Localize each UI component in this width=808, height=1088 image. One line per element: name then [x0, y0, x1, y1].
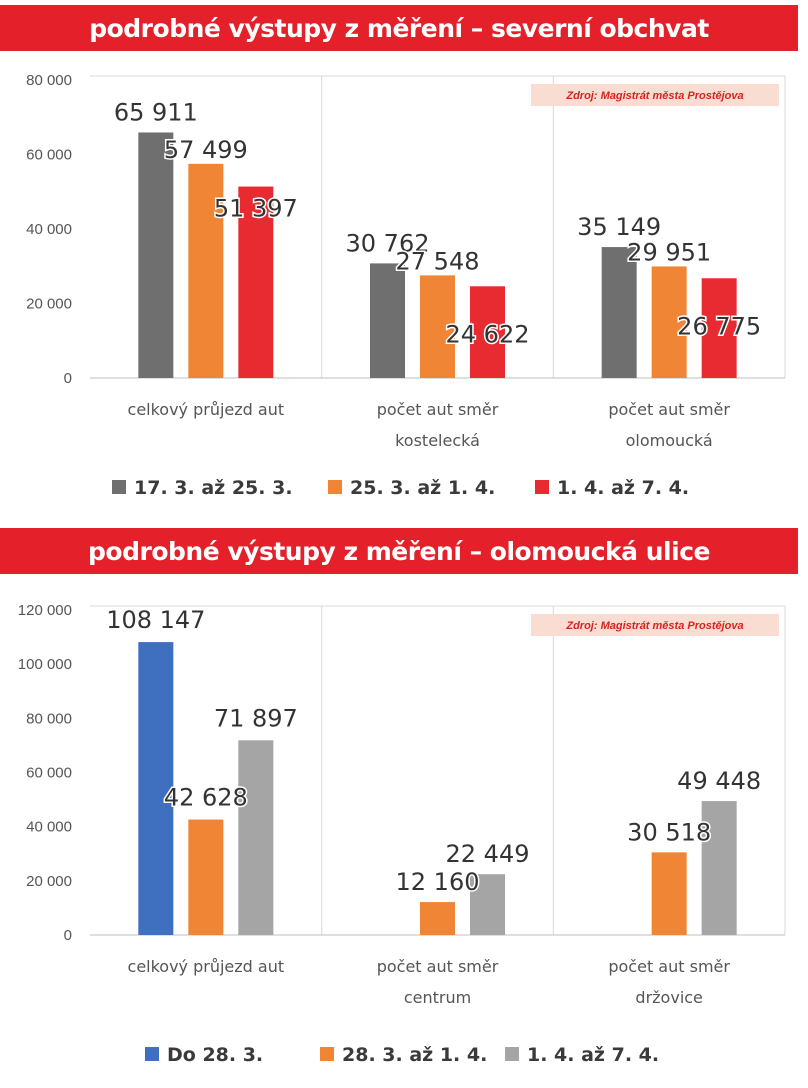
bar	[601, 247, 637, 378]
bar	[188, 819, 224, 935]
data-label: 24 622	[446, 320, 530, 348]
source-label: Zdroj: Magistrát města Prostějova	[565, 90, 743, 102]
category-label: celkový průjezd aut	[128, 400, 285, 419]
data-label: 42 628	[164, 784, 248, 812]
data-label: 30 762	[346, 229, 430, 257]
chart-1-severni-obchvat: 0 20 000 40 000 60 000 80 000 Zdroj: Magistrá…	[26, 72, 786, 499]
data-label: 49 448	[677, 767, 761, 795]
legend-label: 17. 3. až 25. 3.	[134, 477, 293, 499]
bar	[238, 740, 274, 935]
data-label: 57 499	[164, 136, 248, 164]
bar	[651, 852, 687, 935]
source-badge	[531, 84, 779, 106]
legend-swatch	[535, 480, 549, 494]
category-label: počet aut směr	[377, 400, 499, 419]
data-label: 29 951	[627, 238, 711, 266]
legend-label: 28. 3. až 1. 4.	[342, 1044, 487, 1066]
legend-label: Do 28. 3.	[167, 1044, 263, 1066]
category-label: počet aut směr	[608, 957, 730, 976]
bar	[470, 874, 505, 935]
legend-label: 25. 3. až 1. 4.	[350, 477, 495, 499]
chart-1-title: podrobné výstupy z měření – severní obch…	[0, 5, 798, 51]
y-tick-label: 0	[64, 370, 72, 387]
data-label: 22 449	[446, 840, 530, 868]
data-label: 12 160	[396, 868, 480, 896]
legend-swatch	[320, 1047, 334, 1061]
bar	[188, 163, 224, 378]
y-tick-label: 20 000	[26, 296, 72, 313]
category-label: celkový průjezd aut	[128, 957, 285, 976]
bar	[470, 286, 505, 378]
data-label: 71 897	[214, 704, 298, 732]
chart-2-olomoucka-ulice: 0 20 000 40 000 60 000 80 000 100 000 120 000 Z…	[18, 602, 786, 1066]
legend-label: 1. 4. až 7. 4.	[557, 477, 689, 499]
y-tick-label: 20 000	[26, 873, 72, 890]
category-label: kostelecká	[395, 431, 480, 450]
legend-swatch	[328, 480, 342, 494]
legend-label: 1. 4. až 7. 4.	[527, 1044, 659, 1066]
y-tick-label: 120 000	[18, 602, 72, 619]
y-tick-label: 80 000	[26, 710, 72, 727]
legend-swatch	[112, 480, 126, 494]
data-label: 51 397	[214, 195, 298, 223]
bar	[238, 186, 274, 378]
bar	[138, 132, 174, 378]
data-label: 27 548	[396, 247, 480, 275]
bar	[701, 278, 737, 378]
data-label: 26 775	[677, 312, 761, 340]
y-tick-label: 0	[64, 927, 72, 944]
bar	[701, 801, 737, 935]
category-label: centrum	[404, 988, 471, 1007]
category-label: olomoucká	[626, 431, 713, 450]
y-tick-label: 40 000	[26, 819, 72, 836]
source-label: Zdroj: Magistrát města Prostějova	[565, 620, 743, 632]
legend-swatch	[145, 1047, 159, 1061]
category-label: držovice	[635, 988, 702, 1007]
data-label: 35 149	[577, 213, 661, 241]
y-tick-label: 100 000	[18, 656, 72, 673]
source-badge	[531, 614, 779, 636]
category-label: počet aut směr	[377, 957, 499, 976]
legend-swatch	[505, 1047, 519, 1061]
bar	[651, 266, 687, 378]
bar	[370, 263, 405, 378]
y-tick-label: 60 000	[26, 147, 72, 164]
category-label: počet aut směr	[608, 400, 730, 419]
data-label: 108 147	[106, 606, 205, 634]
bar	[420, 902, 455, 935]
chart-2-title: podrobné výstupy z měření – olomoucká ul…	[0, 528, 798, 574]
y-tick-label: 80 000	[26, 72, 72, 89]
bar	[420, 275, 455, 378]
y-tick-label: 40 000	[26, 221, 72, 238]
data-label: 30 518	[627, 818, 711, 846]
bar	[138, 642, 174, 935]
data-label: 65 911	[114, 98, 198, 126]
y-tick-label: 60 000	[26, 765, 72, 782]
